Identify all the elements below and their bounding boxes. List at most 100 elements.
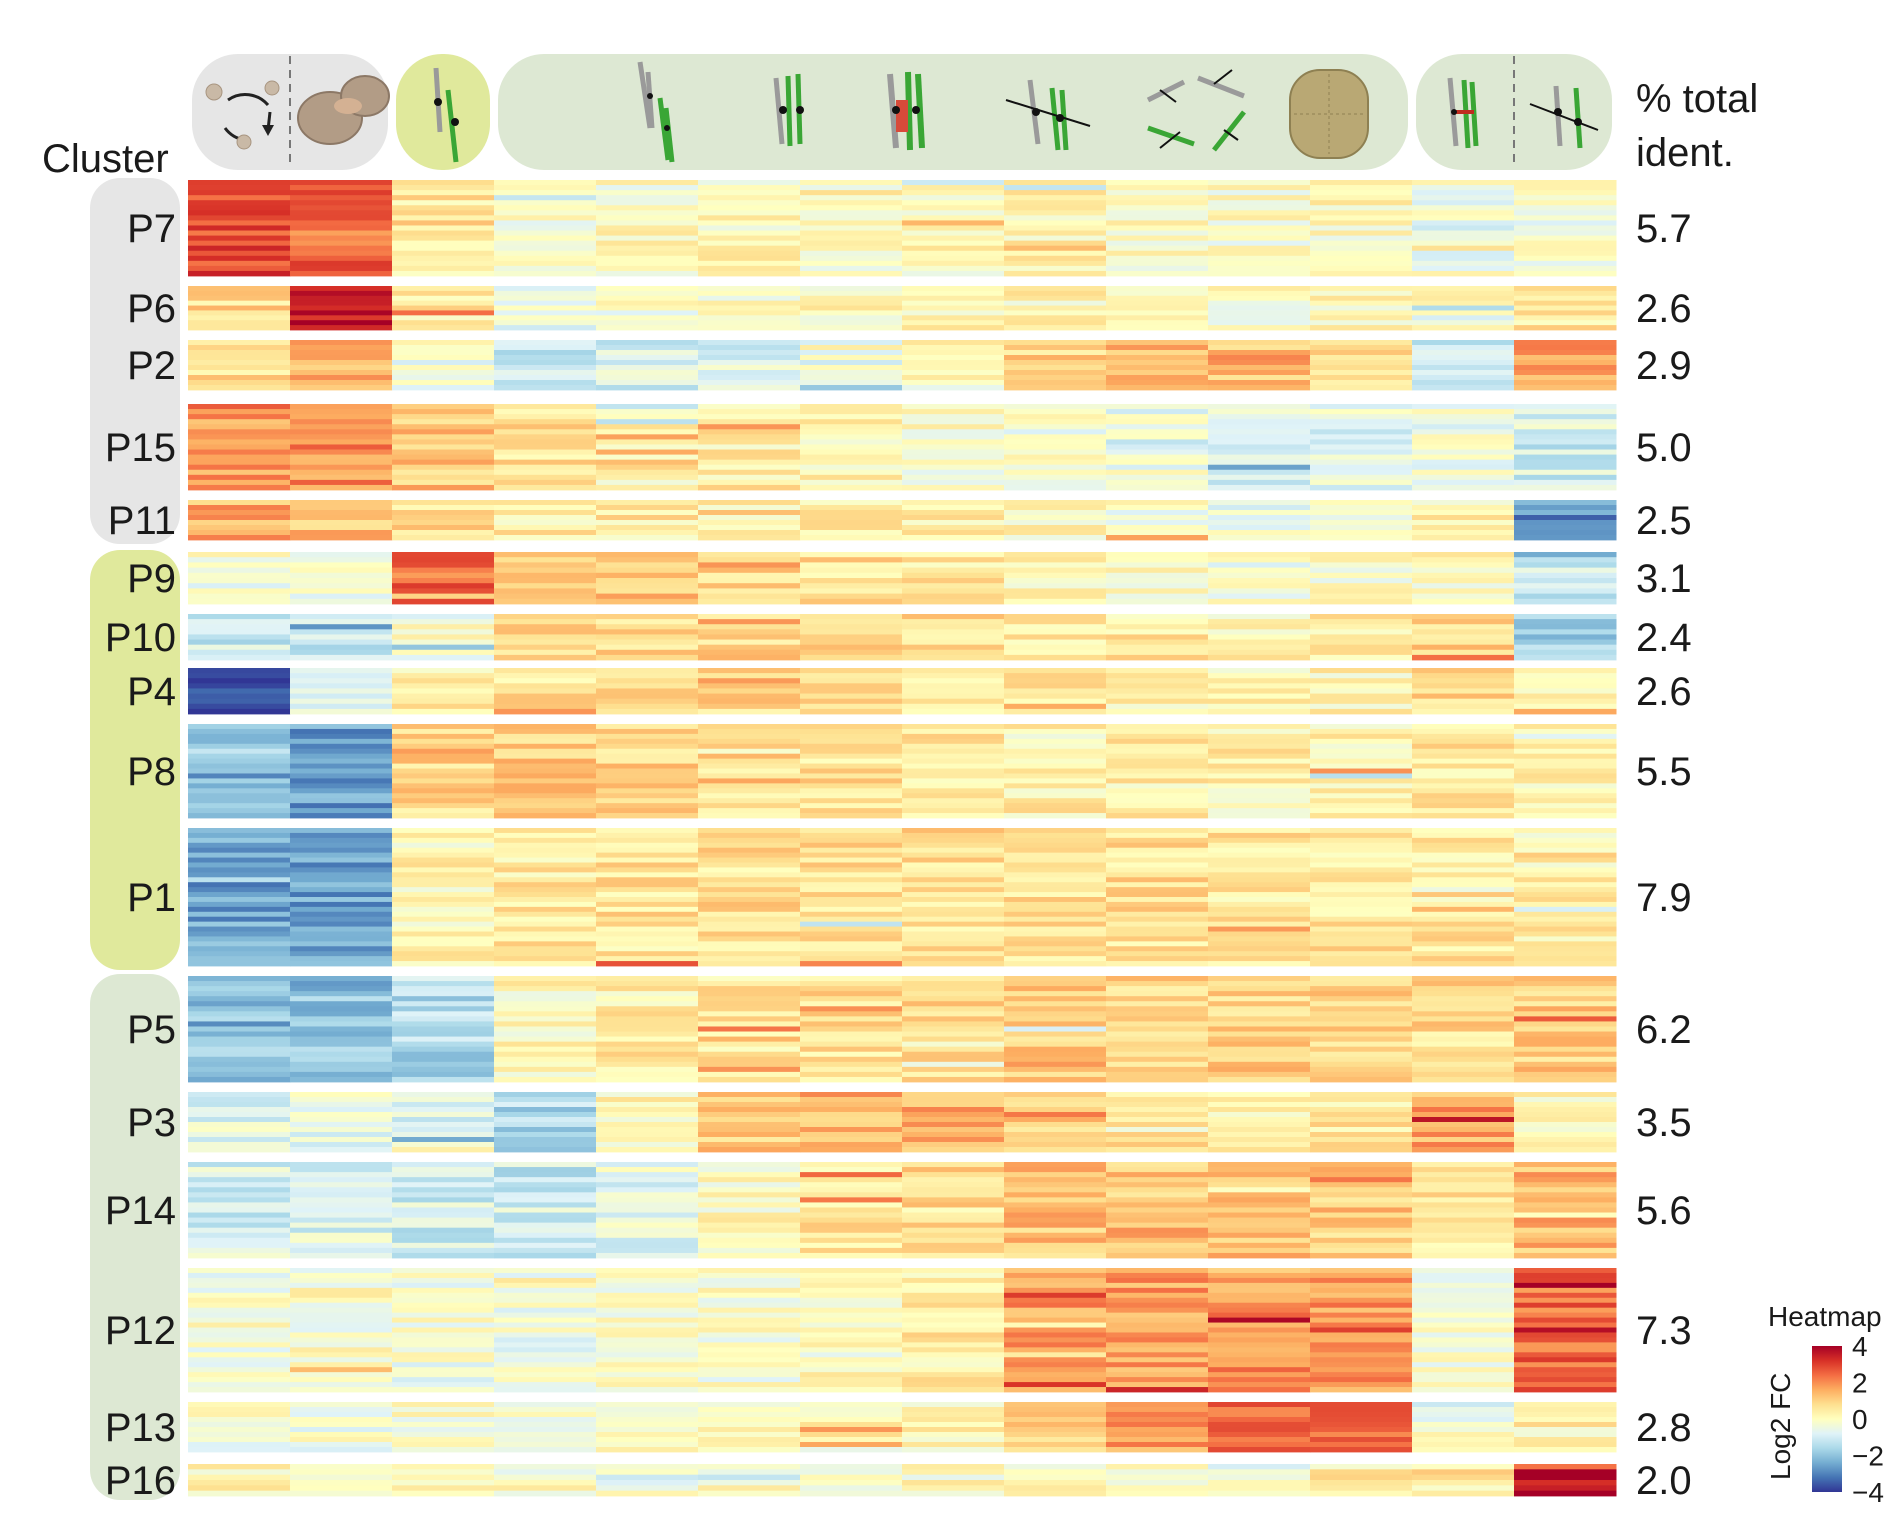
- heatmap-stripe: [1004, 1469, 1107, 1476]
- heatmap-stripe: [698, 1187, 801, 1193]
- heatmap-stripe: [1208, 961, 1311, 967]
- heatmap-stripe: [290, 404, 393, 410]
- heatmap-stripe: [1412, 724, 1515, 730]
- heatmap-stripe: [1004, 286, 1107, 292]
- heatmap-stripe: [902, 1162, 1005, 1168]
- heatmap-stripe: [1106, 708, 1209, 715]
- heatmap-stripe: [1514, 1016, 1617, 1022]
- heatmap-cell: [1106, 340, 1209, 391]
- heatmap-stripe: [392, 724, 495, 730]
- heatmap-stripe: [1412, 1071, 1515, 1078]
- heatmap-stripe: [1106, 385, 1209, 391]
- heatmap-stripe: [1412, 872, 1515, 878]
- heatmap-stripe: [1310, 1056, 1413, 1063]
- heatmap-stripe: [290, 1051, 393, 1058]
- heatmap-stripe: [596, 1076, 699, 1083]
- heatmap-stripe: [290, 867, 393, 873]
- heatmap-stripe: [1514, 1268, 1617, 1274]
- heatmap-stripe: [1514, 1036, 1617, 1043]
- heatmap-stripe: [902, 1237, 1005, 1244]
- heatmap-stripe: [1004, 360, 1107, 366]
- heatmap-cell: [1208, 724, 1311, 819]
- heatmap-stripe: [698, 788, 801, 794]
- heatmap-stripe: [1310, 290, 1413, 297]
- heatmap-stripe: [1208, 1187, 1311, 1193]
- heatmap-stripe: [1514, 813, 1617, 819]
- heatmap-cell: [494, 500, 597, 541]
- heatmap-stripe: [800, 778, 903, 784]
- heatmap-stripe: [188, 355, 291, 361]
- heatmap-stripe: [188, 1464, 291, 1470]
- heatmap-cell: [1004, 340, 1107, 391]
- heatmap-stripe: [596, 479, 699, 486]
- heatmap-stripe: [902, 753, 1005, 760]
- heatmap-stripe: [1412, 1142, 1515, 1148]
- heatmap-stripe: [392, 240, 495, 247]
- heatmap-stripe: [188, 325, 291, 331]
- heatmap-stripe: [698, 857, 801, 863]
- heatmap-stripe: [1412, 505, 1515, 511]
- heatmap-stripe: [596, 385, 699, 391]
- heatmap-stripe: [800, 1237, 903, 1244]
- heatmap-cell: [698, 614, 801, 661]
- heatmap-stripe: [1004, 1442, 1107, 1448]
- heatmap-stripe: [392, 572, 495, 579]
- heatmap-stripe: [698, 1252, 801, 1259]
- heatmap-stripe: [902, 1202, 1005, 1208]
- heatmap-stripe: [902, 1071, 1005, 1078]
- heatmap-stripe: [698, 195, 801, 201]
- heatmap-stripe: [1208, 1362, 1311, 1368]
- heatmap-stripe: [290, 808, 393, 814]
- heatmap-stripe: [290, 788, 393, 794]
- heatmap-stripe: [494, 409, 597, 415]
- heatmap-stripe: [800, 1447, 903, 1453]
- heatmap-stripe: [392, 340, 495, 346]
- heatmap-stripe: [392, 320, 495, 326]
- heatmap-stripe: [1514, 1182, 1617, 1188]
- heatmap-stripe: [800, 1016, 903, 1022]
- heatmap-stripe: [698, 588, 801, 594]
- heatmap-stripe: [1106, 1480, 1209, 1486]
- heatmap-stripe: [1004, 1432, 1107, 1438]
- heatmap-stripe: [800, 1352, 903, 1358]
- heatmap-stripe: [698, 449, 801, 455]
- heatmap-stripe: [902, 981, 1005, 987]
- heatmap-stripe: [290, 1302, 393, 1309]
- heatmap-stripe: [1310, 976, 1413, 982]
- heatmap-stripe: [800, 220, 903, 226]
- heatmap-stripe: [188, 250, 291, 257]
- heatmap-stripe: [188, 639, 291, 646]
- heatmap-stripe: [392, 409, 495, 415]
- heatmap-stripe: [800, 862, 903, 868]
- heatmap-stripe: [290, 530, 393, 536]
- heatmap-stripe: [1208, 325, 1311, 331]
- heatmap-stripe: [1004, 901, 1107, 908]
- heatmap-stripe: [1208, 578, 1311, 584]
- heatmap-stripe: [1004, 300, 1107, 306]
- heatmap-stripe: [1004, 305, 1107, 311]
- heatmap-stripe: [290, 1066, 393, 1073]
- heatmap-stripe: [1310, 1469, 1413, 1476]
- heatmap-stripe: [290, 708, 393, 715]
- heatmap-stripe: [1004, 459, 1107, 466]
- heatmap-stripe: [1412, 180, 1515, 186]
- heatmap-stripe: [1106, 190, 1209, 196]
- heatmap-stripe: [800, 1242, 903, 1249]
- heatmap-stripe: [494, 360, 597, 366]
- heatmap-stripe: [392, 1041, 495, 1048]
- heatmap-stripe: [290, 926, 393, 932]
- heatmap-stripe: [1208, 649, 1311, 656]
- heatmap-stripe: [1310, 557, 1413, 563]
- heatmap-stripe: [902, 598, 1005, 605]
- heatmap-stripe: [494, 733, 597, 740]
- heatmap-stripe: [494, 225, 597, 231]
- heatmap-stripe: [1412, 1402, 1515, 1408]
- heatmap-stripe: [1310, 872, 1413, 878]
- heatmap-stripe: [188, 996, 291, 1002]
- heatmap-stripe: [290, 906, 393, 913]
- heatmap-stripe: [494, 683, 597, 689]
- heatmap-stripe: [1208, 629, 1311, 635]
- heatmap-stripe: [1514, 1092, 1617, 1098]
- heatmap-stripe: [1004, 500, 1107, 506]
- heatmap-stripe: [902, 1447, 1005, 1453]
